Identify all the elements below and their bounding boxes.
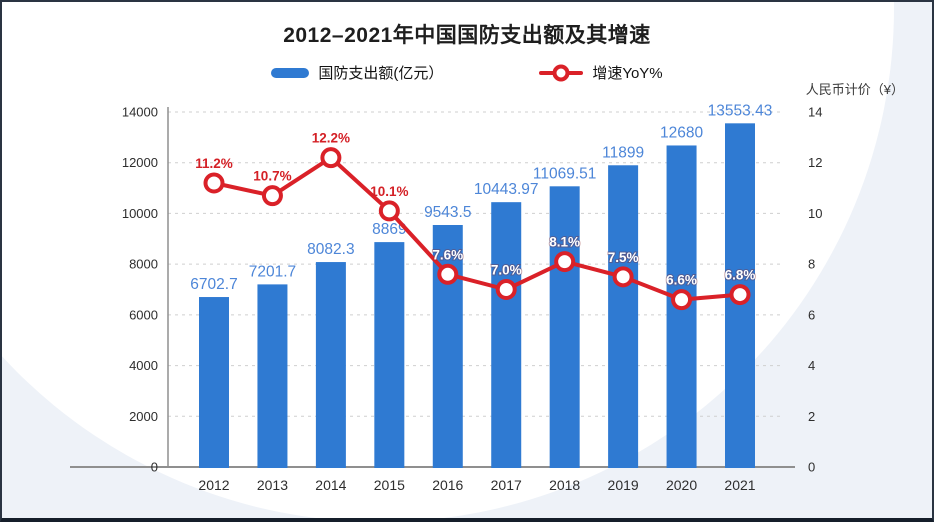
right-axis-tick-label: 12	[808, 155, 822, 170]
growth-value-label: 10.1%	[370, 184, 408, 199]
right-axis-tick-label: 2	[808, 409, 815, 424]
growth-value-label: 10.7%	[253, 169, 291, 184]
year-label: 2019	[608, 477, 639, 493]
bar-value-label: 8082.3	[307, 241, 354, 258]
growth-marker	[495, 279, 517, 300]
growth-marker	[437, 263, 459, 285]
right-axis-tick-label: 10	[808, 206, 822, 221]
bar-swatch-icon	[271, 67, 310, 78]
growth-marker	[320, 147, 342, 169]
growth-marker	[671, 289, 693, 311]
bar-value-label: 6702.7	[190, 276, 237, 293]
left-axis-tick-label: 14000	[122, 105, 158, 120]
right-axis-tick-label: 0	[808, 460, 815, 475]
growth-marker	[203, 172, 225, 194]
right-axis-caption: 人民币计价（¥）	[805, 82, 904, 97]
bar-2017	[491, 202, 522, 468]
year-label: 2021	[724, 477, 755, 493]
bar-2012	[199, 297, 229, 468]
left-axis-tick-label: 0	[151, 460, 158, 475]
donut-marker-icon	[552, 64, 570, 81]
bar-value-label: 13553.43	[708, 102, 773, 119]
bar-value-label: 10443.97	[474, 181, 539, 198]
growth-value-label: 11.2%	[195, 156, 233, 171]
growth-marker	[378, 200, 400, 222]
growth-marker	[729, 284, 751, 306]
year-label: 2014	[315, 477, 346, 493]
legend-label-spending: 国防支出额(亿元）	[318, 65, 444, 82]
growth-marker	[554, 251, 576, 273]
bar-value-label: 8869	[372, 221, 406, 238]
legend-item-spending: 国防支出额(亿元）	[271, 62, 443, 83]
left-axis-tick-label: 4000	[129, 358, 158, 373]
chart-title: 2012–2021年中国国防支出额及其增速	[283, 24, 651, 47]
right-axis-tick-label: 8	[808, 257, 815, 272]
growth-line	[212, 155, 742, 302]
bar-value-label: 9543.5	[424, 204, 471, 221]
year-label: 2012	[198, 477, 229, 493]
bar-2019	[608, 165, 639, 468]
growth-value-label: 12.2%	[312, 131, 350, 146]
legend-item-growth: 增速YoY%	[539, 62, 663, 83]
bar-value-label: 11069.51	[533, 165, 597, 182]
right-axis-tick-label: 14	[808, 105, 822, 120]
line-marker-icon	[539, 64, 584, 81]
growth-value-label: 7.5%	[608, 250, 639, 265]
growth-value-label: 6.6%	[666, 273, 697, 288]
growth-marker	[612, 266, 634, 288]
growth-value-label: 6.8%	[725, 268, 756, 283]
growth-value-label: 7.0%	[491, 263, 522, 278]
growth-marker	[261, 185, 283, 207]
bar-2018	[549, 186, 580, 469]
legend: 国防支出额(亿元） 增速YoY%	[2, 62, 932, 83]
bar-2015	[374, 242, 405, 468]
growth-value-label: 8.1%	[549, 235, 580, 250]
year-label: 2020	[666, 477, 697, 493]
bar-value-label: 11899	[602, 144, 644, 161]
growth-value-label: 7.6%	[432, 247, 463, 262]
left-axis-tick-label: 12000	[122, 155, 158, 170]
bar-2013	[257, 284, 288, 468]
year-label: 2017	[491, 477, 522, 493]
bar-value-label: 12680	[660, 124, 703, 141]
right-axis-tick-label: 4	[808, 358, 815, 373]
bar-2014	[315, 262, 346, 468]
year-label: 2018	[549, 477, 580, 493]
legend-label-growth: 增速YoY%	[592, 65, 663, 82]
year-label: 2016	[432, 477, 463, 493]
year-label: 2013	[257, 477, 288, 493]
left-axis-tick-label: 10000	[122, 206, 158, 221]
left-axis-tick-label: 8000	[129, 257, 158, 272]
left-axis-tick-label: 2000	[129, 409, 158, 424]
year-label: 2015	[374, 477, 405, 493]
right-axis-tick-label: 6	[808, 307, 815, 322]
bar-value-label: 7201.7	[249, 263, 296, 280]
left-axis-tick-label: 6000	[129, 307, 158, 322]
